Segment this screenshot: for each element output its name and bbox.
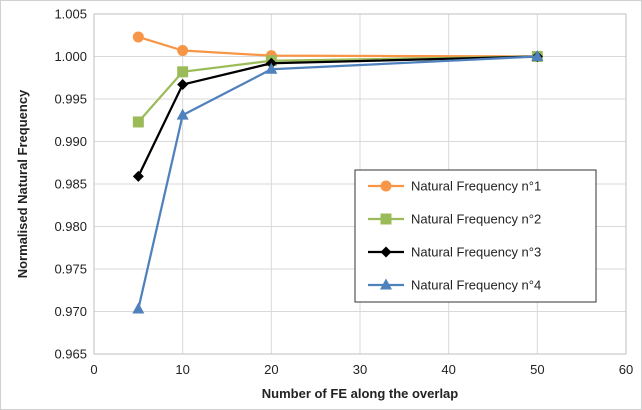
x-tick-label: 10 [175, 362, 189, 377]
series-line [137, 55, 538, 177]
series-4 [132, 50, 544, 314]
legend-label: Natural Frequency n°1 [411, 179, 541, 194]
x-tick-label: 60 [619, 362, 633, 377]
data-point [177, 45, 189, 57]
y-tick-label: 1.000 [54, 49, 87, 64]
data-point [531, 50, 544, 61]
x-axis-title: Number of FE along the overlap [262, 386, 459, 401]
y-tick-label: 0.995 [54, 92, 87, 107]
data-point [132, 170, 144, 182]
data-point [177, 66, 189, 78]
data-point [176, 108, 189, 120]
legend-label: Natural Frequency n°2 [411, 212, 541, 227]
legend-marker [380, 246, 392, 258]
series-line [138, 35, 538, 58]
plot-area-border [93, 13, 627, 355]
series-group [132, 31, 544, 314]
series-line [137, 55, 538, 123]
data-point [132, 116, 144, 128]
legend-marker [380, 278, 392, 290]
legend-box [354, 169, 597, 303]
x-tick-label: 30 [353, 362, 367, 377]
y-tick-label: 0.980 [54, 219, 87, 234]
y-tick-label: 0.985 [54, 177, 87, 192]
legend-marker [380, 213, 392, 225]
x-tick-label: 40 [441, 362, 455, 377]
y-axis-title: Normalised Natural Frequency [15, 89, 30, 278]
x-tick-label: 20 [264, 362, 278, 377]
tick-labels: 0.965 0.970 0.975 0.980 0.985 0.990 0.995 1.000… [54, 7, 633, 378]
series-line [137, 55, 538, 310]
legend-label: Natural Frequency n°4 [411, 278, 541, 293]
x-tick-label: 0 [90, 362, 97, 377]
data-point [132, 302, 145, 314]
y-tick-label: 1.005 [54, 7, 87, 22]
legend-marker [380, 180, 392, 192]
y-tick-label: 0.970 [54, 304, 87, 319]
legend: Natural Frequency n°1 Natural Frequency n… [354, 169, 597, 303]
legend-entry: Natural Frequency n°3 [368, 245, 541, 260]
data-point [265, 62, 278, 74]
legend-label: Natural Frequency n°3 [411, 245, 541, 260]
x-tick-label: 50 [530, 362, 544, 377]
y-tick-label: 0.975 [54, 262, 87, 277]
y-tick-label: 0.965 [54, 347, 87, 362]
legend-entry: Natural Frequency n°1 [368, 179, 541, 194]
y-tick-label: 0.990 [54, 134, 87, 149]
data-point [132, 31, 144, 43]
data-point [177, 79, 189, 91]
legend-entry: Natural Frequency n°4 [368, 278, 541, 293]
legend-entry: Natural Frequency n°2 [368, 212, 541, 227]
